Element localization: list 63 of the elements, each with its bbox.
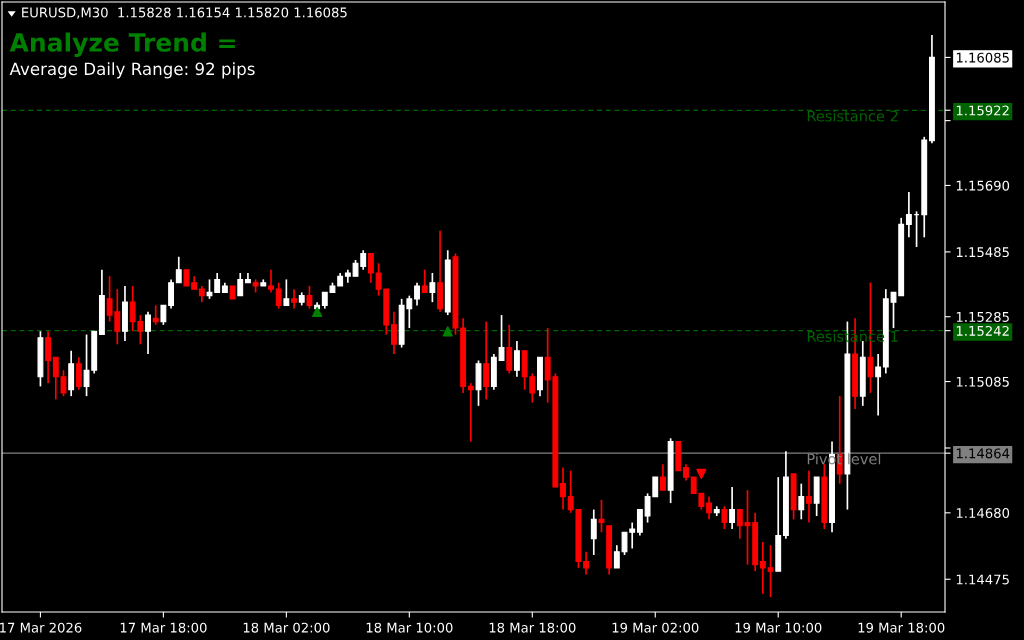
candlestick [498,314,505,362]
y-tick-label: 1.15285 [956,311,1009,322]
candlestick [283,278,290,307]
candlestick [767,544,774,598]
candlestick [391,311,397,355]
y-tick-label: 1.15485 [956,247,1009,258]
chart-title: EURUSD,M30 1.15828 1.16154 1.15820 1.16085 [22,7,347,19]
candlestick [506,323,513,375]
candlestick [275,281,282,310]
text: Analyze Trend = [9,32,235,57]
y-tick-label: 1.15922 [956,105,1009,116]
candlestick [429,272,436,303]
y-tick-label: 1.16085 [956,52,1009,63]
point [696,468,707,480]
candlestick [798,482,805,521]
candlestick [45,330,52,385]
point [312,306,323,317]
y-tick-label: 1.14680 [956,508,1010,519]
candlestick [905,191,912,239]
x-tick-label: 19 Mar 10:00 [735,622,822,633]
candlestick [560,466,566,511]
candlestick [414,281,420,307]
candlestick [175,255,182,284]
x-tick-label: 19 Mar 02:00 [612,622,699,633]
candlestick [291,288,297,310]
y-tick-label: 1.14864 [956,448,1010,459]
x-tick-label: 19 Mar 18:00 [858,622,945,633]
candlestick [660,463,666,491]
candlestick [583,550,590,576]
x-tick-label: 18 Mar 18:00 [489,622,576,633]
ref-line-label: Resistance 2 [807,110,898,122]
x-tick-label: 17 Mar 2026 [0,622,82,633]
candlestick [590,508,597,556]
candlestick [152,304,159,326]
candlestick [729,486,736,530]
candlestick [306,285,313,310]
candlestick [268,268,274,294]
y-tick-label: 1.14475 [956,574,1009,585]
candlestick [237,272,244,297]
candlestick [75,356,82,391]
y-tick-label: 1.15085 [956,376,1009,387]
candlestick [706,495,712,521]
x-tick-label: 17 Mar 18:00 [120,622,207,633]
candlestick [721,505,728,530]
candlestick [636,508,643,537]
candlestick [168,278,175,310]
candlestick [806,469,812,524]
x-tick-label: 18 Mar 02:00 [243,622,330,633]
y-tick-label: 1.15242 [956,325,1009,336]
candlestick [421,268,428,294]
y-tick-label: 1.15690 [956,180,1010,191]
candlestick [759,541,766,595]
candlestick [367,252,374,284]
annotation: Average Daily Range: 92 pips [9,62,255,79]
point [442,326,453,337]
candlestick [145,311,151,355]
candlestick [160,304,167,326]
candlestick [483,320,490,401]
candlestick [875,353,882,417]
candlestick [467,382,474,443]
candlestick [598,499,605,534]
x-tick-label: 18 Mar 10:00 [366,622,453,633]
candlestick [513,340,520,378]
